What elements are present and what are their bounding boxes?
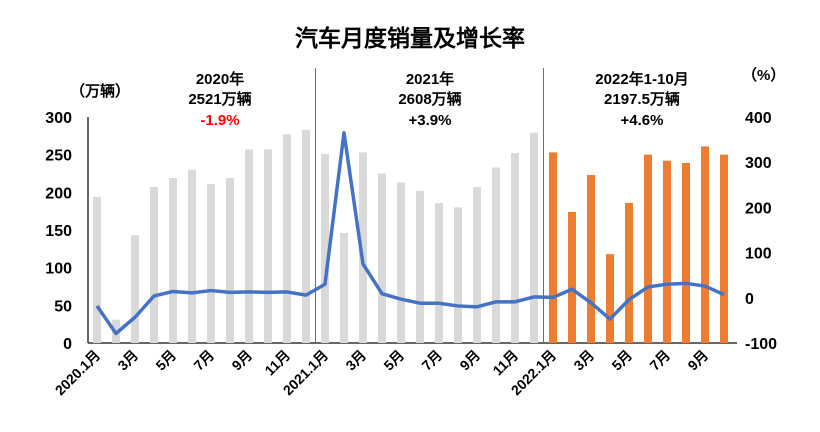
bar — [283, 134, 291, 343]
annotation-year: 2022年1-10月 — [595, 70, 688, 88]
bar — [188, 170, 196, 343]
x-tick-label: 3月 — [570, 347, 597, 374]
x-tick-label: 7月 — [190, 347, 217, 374]
x-tick-label: 3月 — [342, 347, 369, 374]
bar — [701, 146, 709, 343]
bar — [644, 155, 652, 343]
bar — [340, 233, 348, 343]
bar — [397, 183, 405, 343]
left-tick-label: 50 — [54, 298, 72, 315]
x-tick-label: 9月 — [684, 347, 711, 374]
bar — [530, 133, 538, 343]
x-tick-label: 11月 — [489, 347, 521, 379]
bar — [264, 149, 272, 343]
x-tick-label: 7月 — [418, 347, 445, 374]
annotation-growth: +3.9% — [409, 112, 452, 129]
bar — [492, 167, 500, 343]
right-tick-label: 400 — [745, 110, 772, 127]
right-tick-label: 100 — [745, 246, 772, 263]
annotation-year: 2020年 — [196, 70, 244, 88]
bar — [549, 152, 557, 343]
right-unit: （%） — [742, 66, 785, 84]
annotation-growth: +4.6% — [621, 112, 664, 129]
bar — [606, 254, 614, 343]
x-tick-label: 5月 — [152, 347, 179, 374]
bar — [245, 149, 253, 343]
right-tick-label: 300 — [745, 155, 772, 172]
bar — [435, 203, 443, 343]
annotation-total: 2521万辆 — [188, 90, 251, 108]
bar — [663, 161, 671, 343]
bar — [682, 163, 690, 343]
bar — [416, 191, 424, 343]
left-tick-label: 150 — [45, 223, 72, 240]
bar — [454, 207, 462, 343]
x-tick-label: 7月 — [646, 347, 673, 374]
left-tick-label: 300 — [45, 110, 72, 127]
x-tick-label: 3月 — [114, 347, 141, 374]
right-tick-label: -100 — [745, 336, 777, 353]
x-tick-label: 2020.1月 — [52, 347, 103, 398]
right-tick-label: 0 — [745, 291, 754, 308]
annotation-growth: -1.9% — [200, 112, 239, 129]
left-tick-label: 250 — [45, 148, 72, 165]
bar — [131, 235, 139, 343]
bar — [568, 212, 576, 343]
x-tick-label: 11月 — [261, 347, 293, 379]
left-unit: （万辆） — [70, 82, 130, 100]
bar — [378, 174, 386, 344]
bar — [226, 178, 234, 343]
x-tick-label: 9月 — [456, 347, 483, 374]
x-tick-label: 9月 — [228, 347, 255, 374]
bar — [473, 187, 481, 343]
annotation-total: 2608万辆 — [398, 90, 461, 108]
bar — [720, 155, 728, 343]
bar — [169, 178, 177, 343]
bar — [511, 153, 519, 343]
left-tick-label: 0 — [63, 336, 72, 353]
chart-title: 汽车月度销量及增长率 — [295, 25, 525, 51]
right-tick-label: 200 — [745, 200, 772, 217]
annotation-total: 2197.5万辆 — [604, 90, 680, 108]
bar — [207, 184, 215, 343]
annotation-year: 2021年 — [406, 70, 454, 88]
left-tick-label: 200 — [45, 185, 72, 202]
x-tick-label: 5月 — [608, 347, 635, 374]
left-tick-label: 100 — [45, 261, 72, 278]
bar — [302, 130, 310, 343]
bar — [587, 175, 595, 343]
bar — [93, 197, 101, 343]
bar — [625, 203, 633, 343]
bar — [150, 187, 158, 343]
x-tick-label: 5月 — [380, 347, 407, 374]
